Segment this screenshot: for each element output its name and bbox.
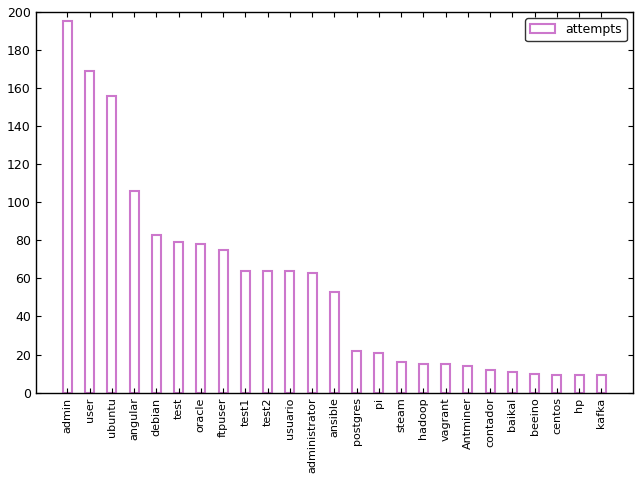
Bar — [552, 375, 561, 393]
Bar — [330, 292, 339, 393]
Bar — [85, 71, 94, 393]
Bar — [308, 273, 317, 393]
Bar — [196, 244, 205, 393]
Bar — [597, 375, 606, 393]
Bar — [419, 364, 428, 393]
Legend: attempts: attempts — [525, 18, 627, 41]
Bar — [374, 353, 383, 393]
Bar — [352, 351, 361, 393]
Bar — [508, 372, 517, 393]
Bar — [219, 250, 228, 393]
Bar — [108, 96, 116, 393]
Bar — [441, 364, 450, 393]
Bar — [241, 271, 250, 393]
Bar — [285, 271, 294, 393]
Bar — [486, 370, 495, 393]
Bar — [130, 191, 138, 393]
Bar — [63, 22, 72, 393]
Bar — [152, 235, 161, 393]
Bar — [463, 366, 472, 393]
Bar — [575, 375, 584, 393]
Bar — [397, 362, 406, 393]
Bar — [530, 373, 539, 393]
Bar — [174, 242, 183, 393]
Bar — [263, 271, 272, 393]
